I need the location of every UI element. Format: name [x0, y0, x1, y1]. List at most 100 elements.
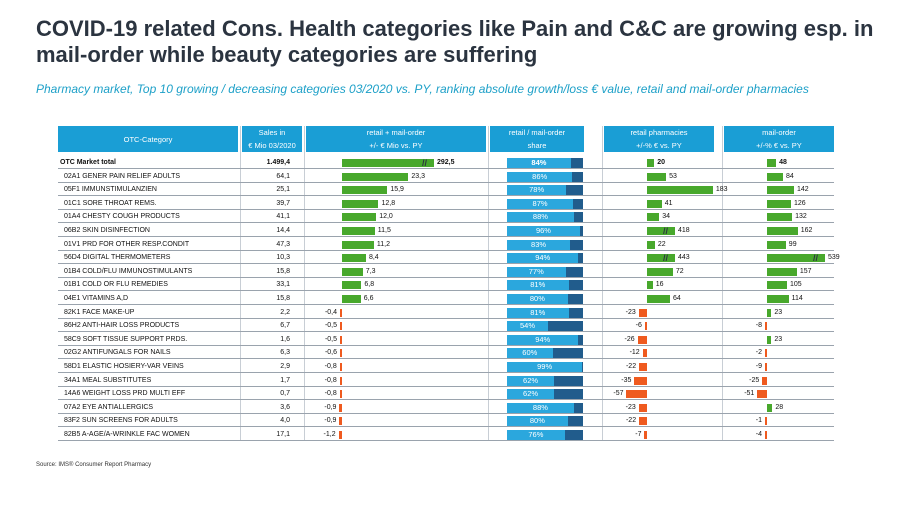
mail-change-bar — [762, 376, 767, 385]
mail-change-bar — [767, 254, 825, 263]
table-row: 01V1 PRD FOR OTHER RESP.CONDIT 47,3 11,2 83… — [58, 239, 834, 251]
category-label: 06B2 SKIN DISINFECTION — [64, 227, 150, 234]
mail-change-label: 28 — [775, 403, 784, 411]
retail-change-label: -7 — [635, 431, 642, 438]
table-row: 02A1 GENER PAIN RELIEF ADULTS 64,1 23,3 86%… — [58, 171, 834, 183]
retail-mail-change-label: 6,6 — [363, 295, 374, 302]
header-retail-mail: retail + mail-order +/- € Mio vs. PY — [306, 126, 486, 152]
gridline-sales — [240, 126, 241, 440]
mail-change-bar — [765, 322, 767, 331]
share-retail-bar — [507, 348, 553, 359]
share-retail-bar — [507, 389, 555, 400]
category-label: 86H2 ANTI-HAIR LOSS PRODUCTS — [64, 322, 180, 330]
retail-mail-change-bar — [342, 186, 388, 195]
retail-mail-change-label: -0,5 — [324, 322, 337, 330]
retail-mail-change-label: -0,5 — [324, 335, 337, 343]
sales-value: 39,7 — [276, 199, 290, 207]
mail-change-label: 48 — [779, 159, 787, 166]
retail-change-bar — [647, 240, 655, 249]
retail-change-bar — [626, 390, 647, 399]
mail-change-label: -1 — [755, 417, 762, 425]
mail-change-bar — [767, 199, 791, 208]
retail-change-label: -22 — [625, 417, 637, 425]
share-label: 87% — [532, 198, 548, 208]
sales-value: 6,3 — [280, 349, 290, 357]
sales-value: 47,3 — [276, 240, 290, 248]
mail-change-bar — [765, 349, 767, 358]
share-label: 78% — [529, 185, 545, 195]
retail-mail-change-label: 11,2 — [376, 240, 391, 248]
header-retail: retail pharmacies +/-% € vs. PY — [604, 126, 714, 152]
category-label: 07A2 EYE ANTIALLERGICS — [64, 403, 154, 411]
retail-change-bar — [647, 199, 662, 208]
share-retail-bar — [507, 226, 580, 236]
retail-change-bar — [644, 431, 647, 439]
retail-change-label: -6 — [635, 322, 642, 330]
header-mail: mail-order +/-% € vs. PY — [724, 126, 834, 152]
share-label: 86% — [532, 171, 548, 181]
retail-change-bar — [647, 213, 660, 222]
table-row: 34A1 MEAL SUBSTITUTES 1,7 -0,8 62% -35 -25 — [58, 375, 834, 387]
category-label: 56D4 DIGITAL THERMOMETERS — [64, 254, 171, 262]
share-retail-bar — [507, 402, 574, 413]
retail-mail-change-bar — [342, 227, 375, 235]
category-label: 04E1 VITAMINS A,D — [64, 295, 129, 302]
retail-change-label: 64 — [673, 295, 681, 302]
mail-change-bar — [767, 281, 787, 290]
table-row: 06B2 SKIN DISINFECTION 14,4 11,5 96% 418 // 16… — [58, 225, 834, 237]
sales-value: 1,7 — [280, 376, 290, 384]
retail-mail-change-label: -0,6 — [324, 349, 337, 357]
retail-mail-change-label: 7,3 — [365, 267, 376, 275]
retail-change-label: 53 — [669, 172, 677, 180]
share-retail-bar — [507, 253, 579, 264]
category-label: 82K1 FACE MAKE-UP — [64, 308, 135, 316]
retail-mail-change-bar — [342, 295, 361, 303]
mail-change-label: 157 — [799, 267, 812, 275]
table-row: 56D4 DIGITAL THERMOMETERS 10,3 8,4 94% 443 //… — [58, 252, 840, 265]
table-row: 82K1 FACE MAKE-UP 2,2 -0,4 81% -23 23 — [58, 307, 834, 319]
gridline-retail — [602, 126, 603, 440]
header-retail-mail-line1: retail + mail-order — [366, 128, 426, 137]
retail-mail-change-bar — [339, 403, 342, 412]
retail-change-bar — [647, 254, 675, 263]
retail-change-bar — [638, 308, 647, 317]
retail-mail-change-bar — [338, 431, 342, 439]
mail-change-bar — [767, 267, 797, 276]
retail-mail-change-label: 15,9 — [390, 186, 404, 194]
retail-change-label: 443 — [678, 254, 690, 262]
category-label: 58C9 SOFT TISSUE SUPPORT PRDS. — [64, 335, 188, 343]
sales-value: 2,9 — [280, 363, 290, 370]
mail-change-label: 132 — [795, 213, 807, 221]
retail-mail-change-label: -0,9 — [324, 403, 337, 411]
retail-change-break-mark: // — [663, 253, 669, 264]
retail-mail-change-bar — [340, 322, 342, 331]
mail-change-break-mark: // — [813, 253, 819, 264]
retail-change-label: -23 — [625, 308, 636, 316]
share-retail-bar — [507, 321, 549, 332]
table-row: 04E1 VITAMINS A,D 15,8 6,6 80% 64 114 — [58, 293, 834, 305]
table-row: 58C9 SOFT TISSUE SUPPORT PRDS. 1,6 -0,5 94%… — [58, 334, 834, 346]
retail-change-bar — [644, 322, 647, 331]
retail-change-label: 72 — [675, 267, 684, 275]
share-retail-bar — [507, 212, 574, 223]
mail-change-bar — [765, 363, 767, 371]
retail-mail-change-break-mark: // — [422, 158, 428, 168]
retail-change-label: -26 — [624, 335, 635, 343]
table-row: OTC Market total 1.499,4 292,5 // 84% 20 48 — [58, 157, 834, 169]
retail-change-bar — [638, 403, 647, 412]
retail-mail-change-label: -0,8 — [324, 390, 337, 398]
mail-change-bar — [767, 403, 773, 412]
mail-change-label: 23 — [774, 308, 783, 316]
share-label: 88% — [532, 402, 548, 412]
retail-change-label: 22 — [657, 240, 666, 248]
sales-value: 15,8 — [276, 295, 290, 302]
share-label: 94% — [535, 334, 551, 344]
category-label: 83F2 SUN SCREENS FOR ADULTS — [64, 417, 178, 425]
retail-mail-change-label: -0,4 — [324, 308, 337, 316]
retail-change-label: -35 — [621, 376, 632, 384]
retail-change-label: 34 — [662, 213, 671, 221]
retail-change-break-mark: // — [663, 226, 669, 236]
share-retail-bar — [507, 280, 569, 291]
share-retail-bar — [507, 266, 566, 277]
mail-change-label: 539 — [828, 254, 840, 262]
